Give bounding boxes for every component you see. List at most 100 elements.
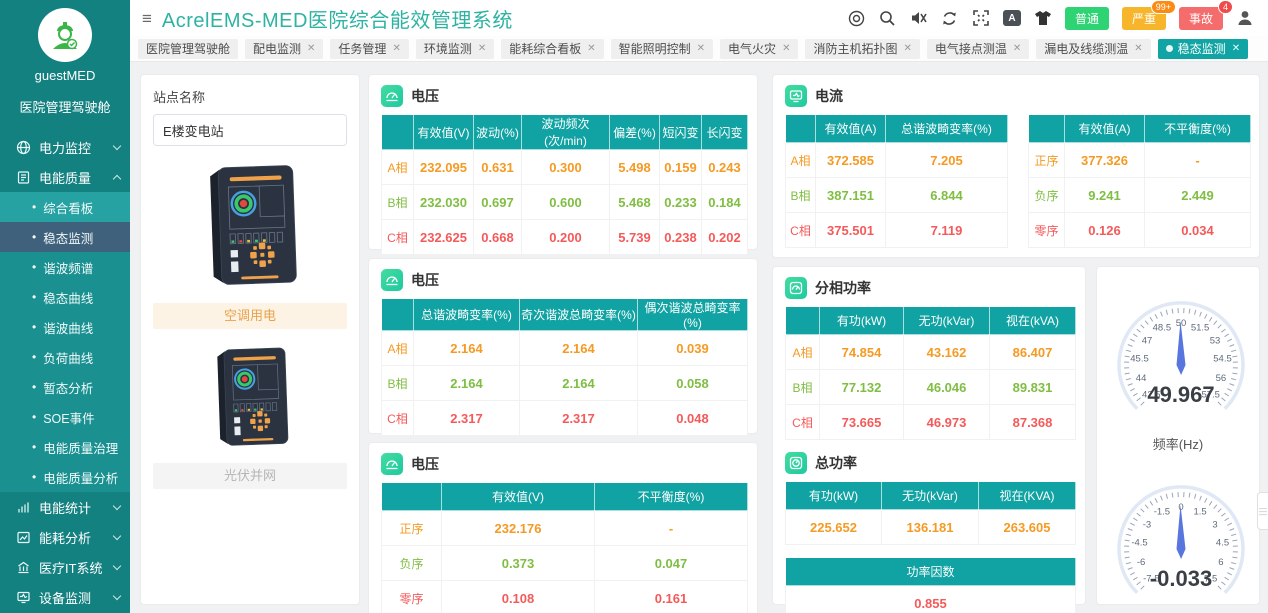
tab-稳态监测[interactable]: 稳态监测 ✕ <box>1157 38 1249 59</box>
table-row: B相 77.132 46.046 89.831 <box>785 369 1076 405</box>
row-label: B相 <box>785 177 816 213</box>
sidebar-subitem-稳态曲线[interactable]: • 稳态曲线 <box>0 282 130 312</box>
sidebar-item-电力监控[interactable]: 电力监控 <box>0 132 130 162</box>
tab-close-icon[interactable]: ✕ <box>1134 43 1143 54</box>
voltage_harmonics-table: 总谐波畸变率(%) 奇次谐波总畸变率(%) 偶次谐波总畸变率(%) A相 2.164 2.… <box>381 298 748 436</box>
tab-智能照明控制[interactable]: 智能照明控制 ✕ <box>610 38 714 59</box>
tab-医院管理驾驶舱[interactable]: 医院管理驾驶舱 <box>138 38 239 59</box>
alarm-accident-button[interactable]: 事故 4 <box>1178 0 1233 30</box>
row-label: 正序 <box>381 510 442 546</box>
sidebar-subitem-label: 谐波曲线 <box>43 321 94 336</box>
alarm-severe-button[interactable]: 严重 99+ <box>1121 0 1176 30</box>
svg-text:-7.5: -7.5 <box>1143 574 1159 585</box>
chevron-down-icon <box>112 561 122 570</box>
sidebar-item-dashboard[interactable]: 医院管理驾驶舱 <box>19 100 111 115</box>
device-monitor-icon <box>16 590 31 605</box>
tab-close-icon[interactable]: ✕ <box>1012 43 1022 54</box>
table-cell: 89.831 <box>989 369 1076 405</box>
table-cell: 7.119 <box>885 212 1008 248</box>
column-header: 有效值(A) <box>815 114 886 143</box>
column-header: 偶次谐波总畸变率(%) <box>637 298 748 331</box>
translate-icon[interactable]: A <box>1002 10 1021 26</box>
tab-label: 环境监测 <box>423 42 472 56</box>
sidebar-menu: 电力监控 电能质量 • 综合看板 • 稳态监测 • 谐波频谱 • 稳态曲线 • 谐波曲线 • 负荷曲线 • 暂… <box>0 132 130 612</box>
tab-环境监测[interactable]: 环境监测 ✕ <box>415 38 495 59</box>
sidebar-subitem-电能质量分析[interactable]: • 电能质量分析 <box>0 462 130 492</box>
tab-close-icon[interactable]: ✕ <box>782 43 791 54</box>
tab-close-icon[interactable]: ✕ <box>307 43 316 54</box>
tab-close-icon[interactable]: ✕ <box>696 43 706 54</box>
table-cell: 2.164 <box>519 365 638 401</box>
collapse-handle[interactable]: — — — <box>1257 492 1268 530</box>
column-header: 无功(kVar) <box>881 481 979 510</box>
svg-text:44: 44 <box>1136 373 1147 384</box>
sidebar-subitem-label: 电能质量分析 <box>43 471 119 486</box>
table-cell: 0.184 <box>701 184 748 220</box>
row-label: C相 <box>381 219 414 255</box>
sidebar-subitem-暂态分析[interactable]: • 暂态分析 <box>0 372 130 402</box>
user-icon[interactable] <box>1236 9 1254 27</box>
table-cell: 0.697 <box>473 184 522 220</box>
hamburger-icon[interactable]: ≡ <box>142 8 152 28</box>
refresh-icon[interactable] <box>941 9 959 27</box>
target-icon[interactable] <box>848 9 866 27</box>
mute-icon[interactable] <box>910 9 928 27</box>
table-row: A相 232.095 0.631 0.300 5.498 0.159 0.243 <box>381 149 748 185</box>
search-icon[interactable] <box>879 9 897 27</box>
sidebar-item-能耗分析[interactable]: 能耗分析 <box>0 522 130 552</box>
tab-配电监测[interactable]: 配电监测 ✕ <box>245 38 324 59</box>
table-cell: - <box>594 510 748 546</box>
tab-close-icon[interactable]: ✕ <box>392 43 401 54</box>
table-row: C相 232.625 0.668 0.200 5.739 0.238 0.202 <box>381 219 748 255</box>
tab-电气火灾[interactable]: 电气火灾 ✕ <box>720 38 799 59</box>
sidebar-item-电能质量[interactable]: 电能质量 <box>0 162 130 192</box>
table-row: 正序 377.326- <box>1028 142 1251 178</box>
column-header: 视在(kVA) <box>989 306 1076 335</box>
table-cell: 7.205 <box>885 142 1008 178</box>
voltage-icon <box>381 453 403 475</box>
sidebar-subitem-SOE事件[interactable]: • SOE事件 <box>0 402 130 432</box>
relay-device-art <box>210 165 297 285</box>
tab-close-icon[interactable]: ✕ <box>477 43 487 54</box>
tab-close-icon[interactable]: ✕ <box>903 43 912 54</box>
alarm-normal-button[interactable]: 普通 <box>1064 6 1109 30</box>
active-dot <box>1165 45 1173 52</box>
sidebar-subitem-电能质量治理[interactable]: • 电能质量治理 <box>0 432 130 462</box>
tab-label: 能耗综合看板 <box>509 42 582 56</box>
bullet-icon: • <box>32 200 37 214</box>
sidebar-subitem-综合看板[interactable]: • 综合看板 <box>0 192 130 222</box>
table-cell: 0.039 <box>637 330 748 366</box>
tab-电气接点测温[interactable]: 电气接点测温 ✕ <box>926 38 1030 59</box>
sidebar-subitem-负荷曲线[interactable]: • 负荷曲线 <box>0 342 130 372</box>
phase_power-table: 有功(kW) 无功(kVar) 视在(kVA) A相 74.854 43.162 86.40… <box>785 306 1076 440</box>
sidebar-subitem-稳态监测[interactable]: • 稳态监测 <box>0 222 130 252</box>
chevron-down-icon <box>112 141 122 150</box>
sidebar-subitem-谐波曲线[interactable]: • 谐波曲线 <box>0 312 130 342</box>
tab-能耗综合看板[interactable]: 能耗综合看板 ✕ <box>501 38 604 59</box>
fullscreen-icon[interactable] <box>972 9 990 27</box>
device-item-pv[interactable]: 光伏并网 <box>153 345 347 490</box>
tab-任务管理[interactable]: 任务管理 ✕ <box>330 38 409 59</box>
sidebar-subitem-谐波频谱[interactable]: • 谐波频谱 <box>0 252 130 282</box>
tab-close-icon[interactable]: ✕ <box>1231 43 1241 54</box>
bullet-icon: • <box>32 410 37 424</box>
svg-text:-0.033: -0.033 <box>1150 566 1212 591</box>
sidebar-item-label: 设备监测 <box>39 590 92 606</box>
device-item-aircon[interactable]: 空调用电 <box>153 162 347 330</box>
table-cell: 0.126 <box>1064 212 1145 248</box>
table-row: C相 375.501 7.119 <box>785 212 1008 248</box>
tab-close-icon[interactable]: ✕ <box>587 43 596 54</box>
sidebar-item-设备监测[interactable]: 设备监测 <box>0 582 130 612</box>
table-cell: 87.368 <box>989 404 1076 440</box>
tab-漏电及线缆测温[interactable]: 漏电及线缆测温 ✕ <box>1036 38 1151 59</box>
tab-消防主机拓扑图[interactable]: 消防主机拓扑图 ✕ <box>805 38 920 59</box>
sidebar-item-电能统计[interactable]: 电能统计 <box>0 492 130 522</box>
theme-icon[interactable] <box>1034 9 1052 27</box>
app-title: AcrelEMS-MED医院综合能效管理系统 <box>161 9 513 32</box>
table-cell: 2.164 <box>413 365 520 401</box>
relay-device-art <box>217 347 289 446</box>
sidebar-item-医疗IT系统[interactable]: 医疗IT系统 <box>0 552 130 582</box>
sidebar: guestMED 医院管理驾驶舱 电力监控 电能质量 • 综合看板 • 稳态监测 • 谐波频谱… <box>0 0 130 613</box>
station-search-input[interactable] <box>154 115 346 145</box>
